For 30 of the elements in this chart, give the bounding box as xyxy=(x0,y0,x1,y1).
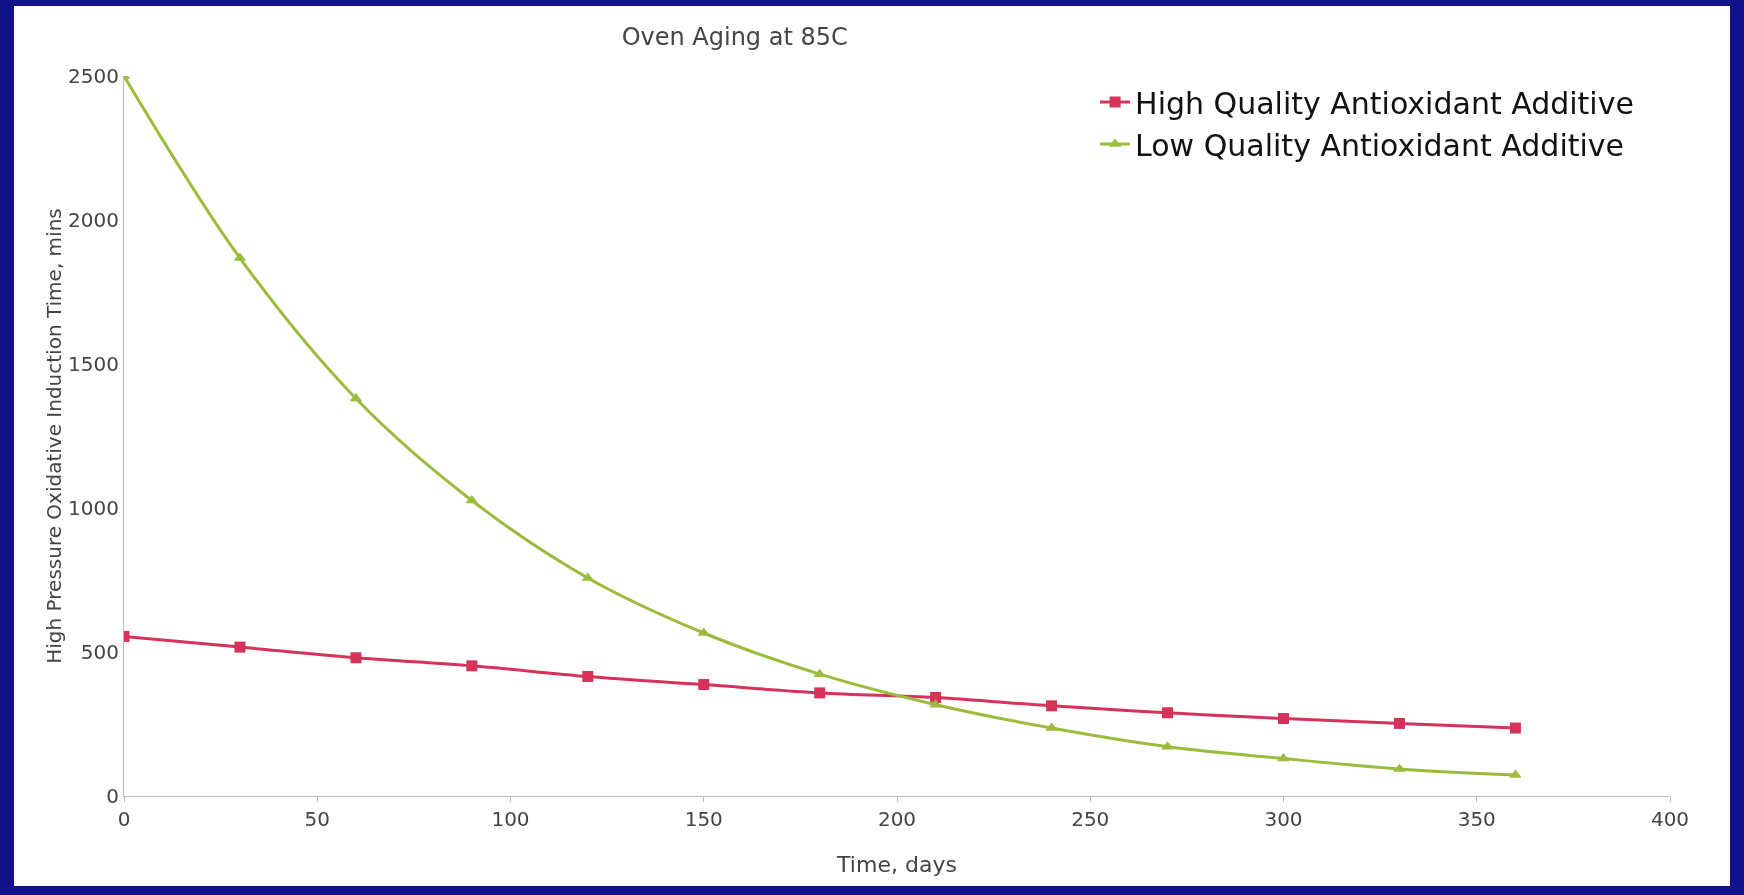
point xyxy=(1509,722,1521,734)
x-tick-label: 200 xyxy=(877,807,917,831)
point xyxy=(698,679,710,691)
y-tick-label: 2500 xyxy=(68,64,119,88)
x-axis-title: Time, days xyxy=(836,852,957,877)
point xyxy=(1162,707,1174,719)
legend-label: Low Quality Antioxidant Additive xyxy=(1135,127,1625,163)
point xyxy=(582,670,594,682)
y-tick-label: 1000 xyxy=(68,496,119,520)
y-tick-label: 2000 xyxy=(68,208,119,232)
point xyxy=(234,641,246,653)
x-tick-label: 50 xyxy=(304,807,330,831)
point xyxy=(814,687,826,699)
point xyxy=(1046,700,1058,712)
y-axis-title: High Pressure Oxidative Induction Time, mins xyxy=(42,208,67,664)
point xyxy=(466,660,478,672)
point xyxy=(1393,717,1405,729)
legend-label: High Quality Antioxidant Additive xyxy=(1135,85,1634,121)
x-tick-label: 300 xyxy=(1264,807,1303,831)
x-tick-label: 350 xyxy=(1457,807,1496,831)
x-tick-label: 150 xyxy=(684,807,723,831)
x-tick-label: 100 xyxy=(491,807,530,831)
y-tick-label: 500 xyxy=(80,640,119,664)
x-tick-label: 250 xyxy=(1071,807,1110,831)
y-tick-label: 1500 xyxy=(68,352,119,376)
point xyxy=(1278,713,1289,725)
point xyxy=(350,652,362,664)
chart-title: Oven Aging at 85C xyxy=(621,22,848,51)
y-tick-label: 0 xyxy=(106,784,119,808)
x-tick-label: 400 xyxy=(1650,807,1690,831)
